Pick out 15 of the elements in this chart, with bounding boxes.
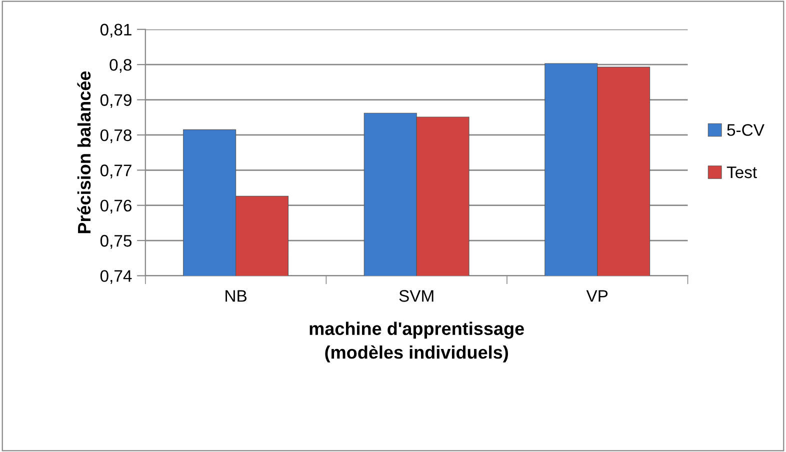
x-axis-title: machine d'apprentissage (modèles individuels) — [310, 322, 524, 362]
y-tick-label: 0,79 — [100, 94, 132, 108]
legend-label: 5-CV — [727, 124, 764, 136]
y-tick-label: 0,81 — [100, 24, 132, 38]
y-tick-label: 0,77 — [100, 164, 132, 178]
y-tick-label: 0,75 — [100, 234, 132, 249]
legend-label: Test — [726, 166, 757, 178]
y-tick-label: 0,8 — [110, 58, 132, 73]
x-tick-label: VP — [586, 290, 608, 302]
y-axis-title: Précision balancée — [77, 71, 91, 234]
x-tick-label: SVM — [399, 290, 434, 302]
x-tick-label: NB — [226, 290, 246, 302]
y-tick-label: 0,78 — [100, 129, 132, 144]
y-tick-label: 0,74 — [100, 270, 132, 284]
y-tick-label: 0,76 — [100, 200, 132, 214]
